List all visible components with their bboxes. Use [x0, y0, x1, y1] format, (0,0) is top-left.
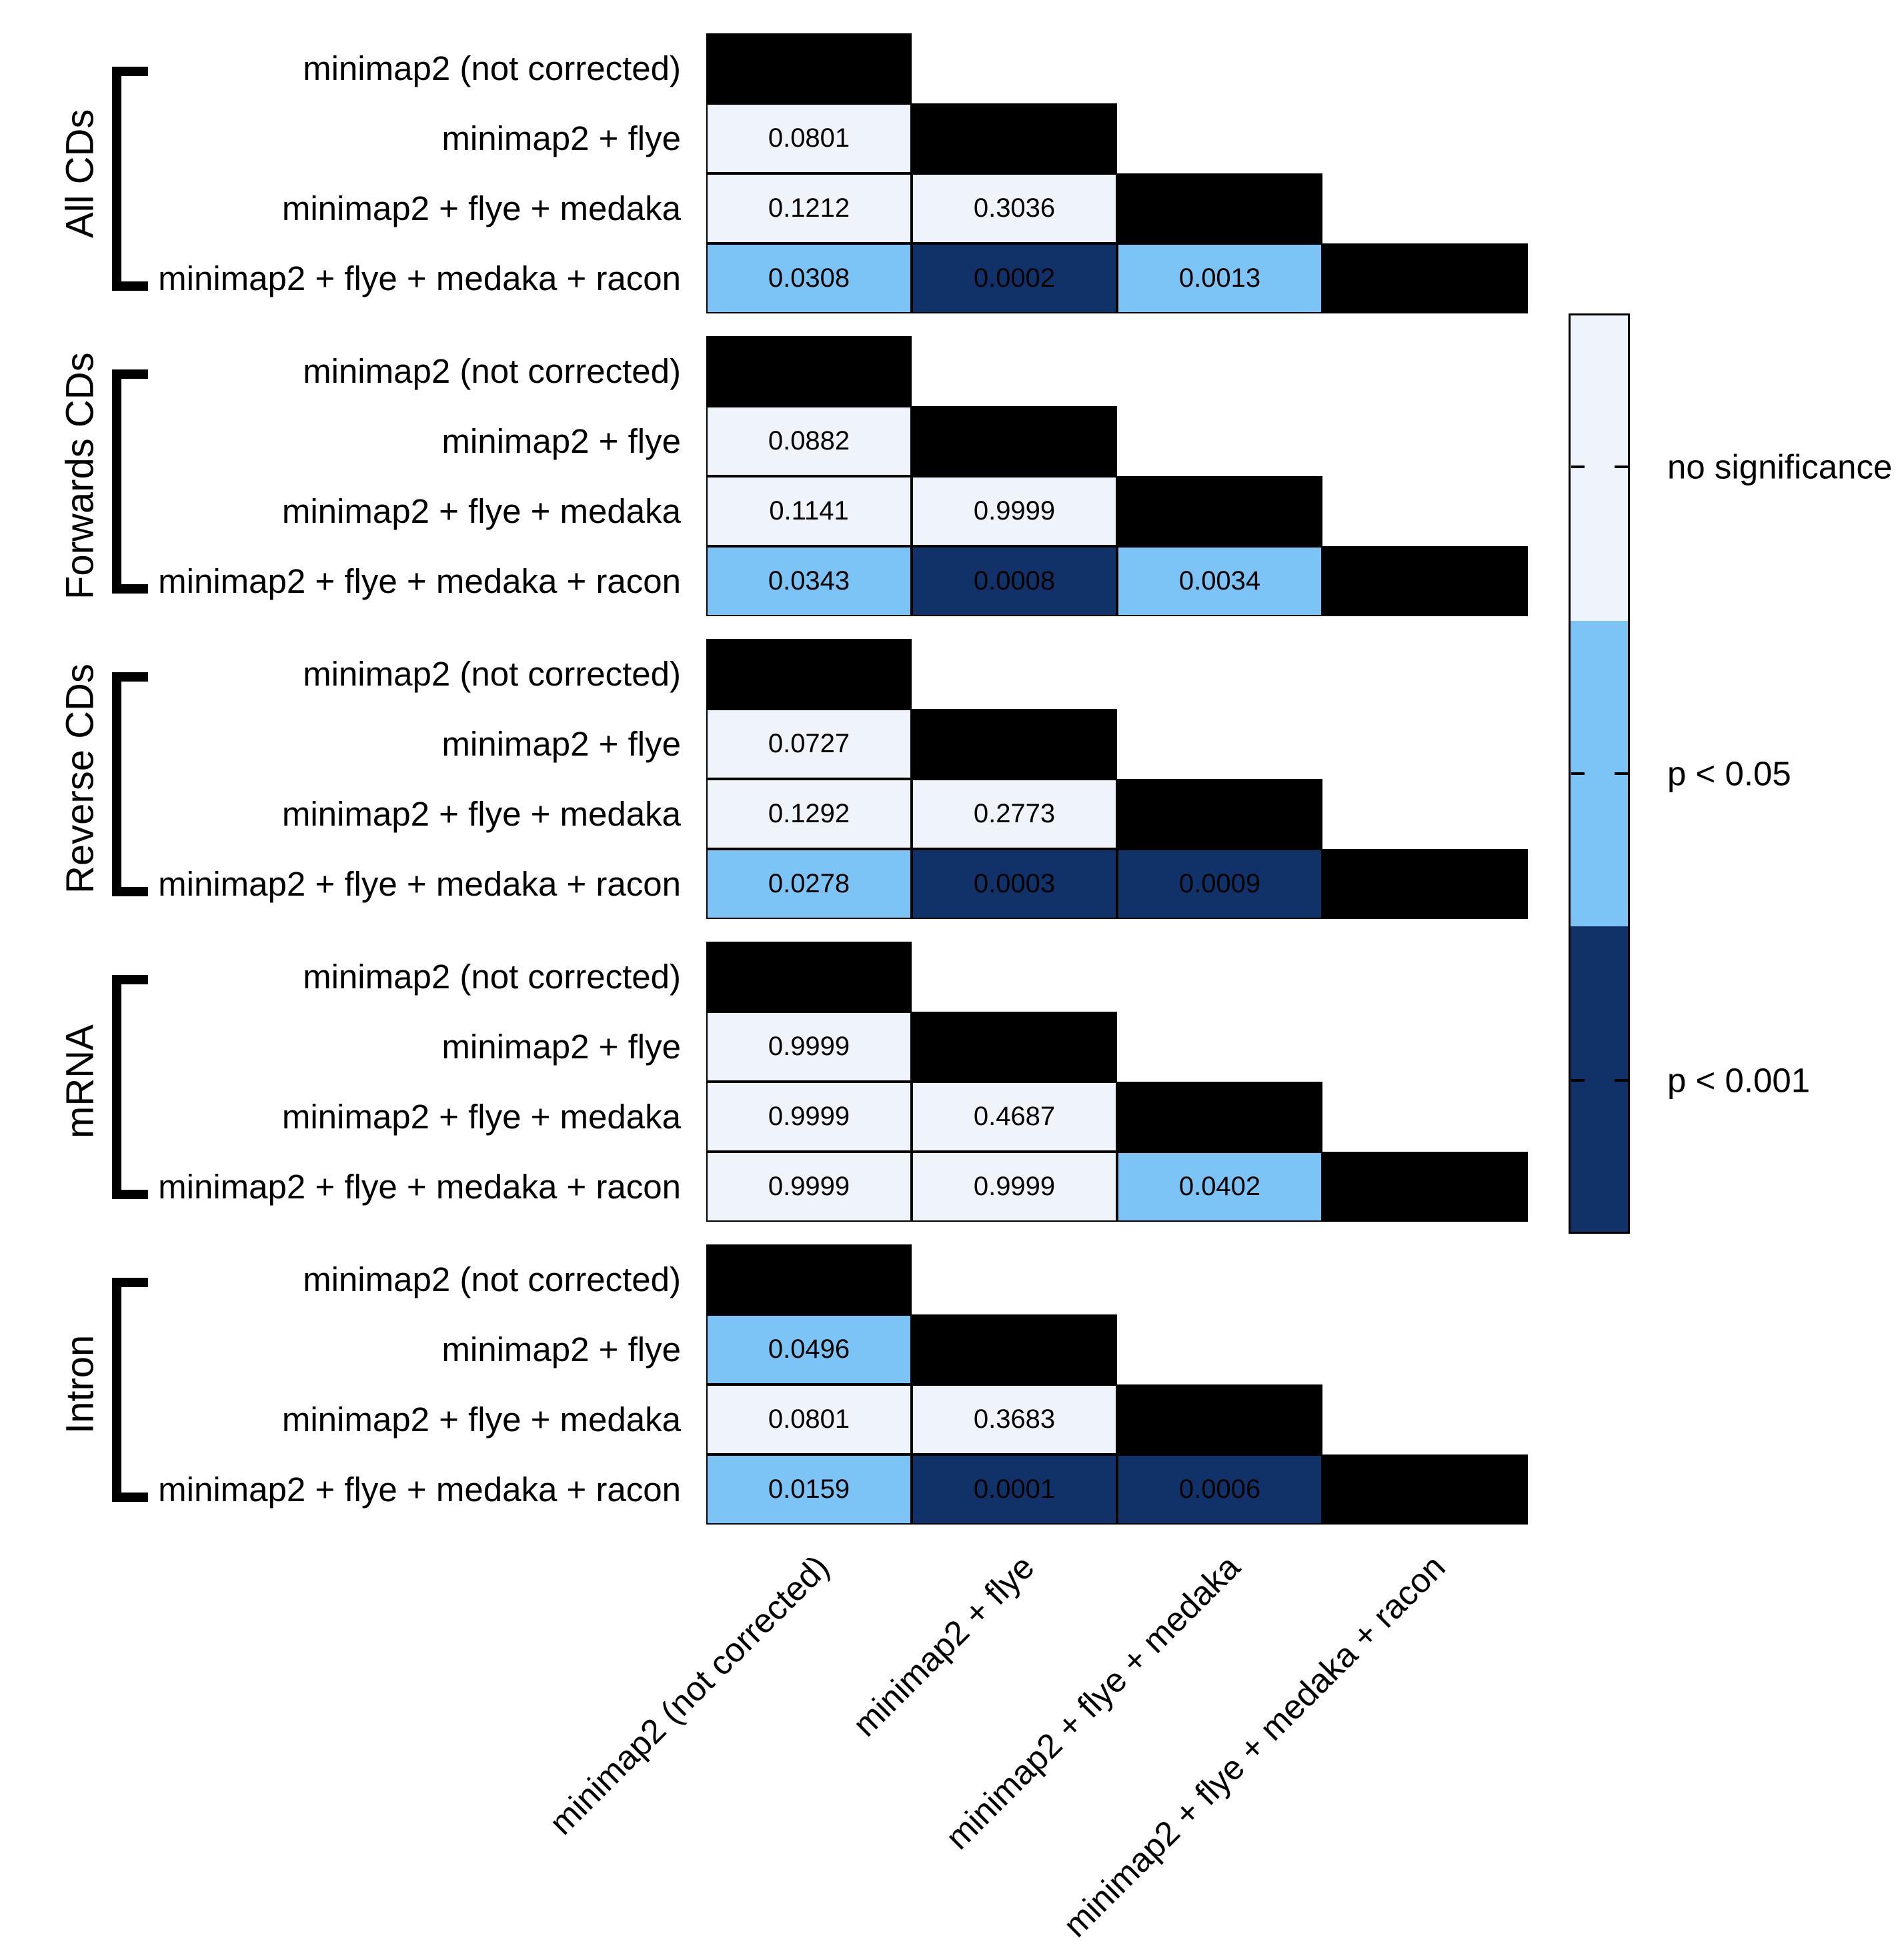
diagonal-cell — [1117, 173, 1322, 243]
group-bracket — [112, 672, 148, 896]
p-value-cell: 0.0003 — [912, 849, 1117, 919]
row-label: minimap2 + flye + medaka + racon — [158, 562, 681, 600]
diagonal-cell — [912, 406, 1117, 476]
diagonal-cell — [1322, 546, 1528, 616]
row-label: minimap2 + flye + medaka + racon — [158, 259, 681, 297]
row-label: minimap2 (not corrected) — [303, 49, 681, 87]
row-label: minimap2 + flye — [441, 422, 681, 460]
diagonal-cell — [912, 1314, 1117, 1384]
row-label: minimap2 + flye + medaka + racon — [158, 865, 681, 903]
group-bracket — [112, 67, 148, 291]
p-value-cell: 0.0013 — [1117, 243, 1322, 313]
x-tick-label: minimap2 (not corrected) — [542, 1547, 837, 1842]
legend-label-p-lt-0.001: p < 0.001 — [1667, 1061, 1811, 1100]
group-bracket — [112, 1278, 148, 1502]
p-value-cell: 0.2773 — [912, 779, 1117, 849]
group-bracket — [112, 975, 148, 1199]
p-value-cell: 0.0727 — [706, 709, 912, 779]
p-value-cell: 0.0159 — [706, 1454, 912, 1525]
p-value-cell: 0.3683 — [912, 1384, 1117, 1454]
p-value-cell: 0.1212 — [706, 173, 912, 243]
x-tick-label: minimap2 + flye + medaka + racon — [1056, 1547, 1453, 1945]
p-value-cell: 0.4687 — [912, 1082, 1117, 1152]
diagonal-cell — [706, 942, 912, 1012]
p-value-cell: 0.3036 — [912, 173, 1117, 243]
diagonal-cell — [1322, 243, 1528, 313]
p-value-cell: 0.0002 — [912, 243, 1117, 313]
group-bracket — [112, 369, 148, 594]
colorbar-segment-no-significance — [1571, 315, 1628, 621]
p-value-cell: 0.9999 — [912, 476, 1117, 546]
row-label: minimap2 + flye + medaka + racon — [158, 1168, 681, 1206]
p-value-cell: 0.0308 — [706, 243, 912, 313]
colorbar-tick — [1615, 772, 1628, 775]
row-label: minimap2 (not corrected) — [303, 352, 681, 390]
diagonal-cell — [706, 1244, 912, 1314]
p-value-cell: 0.1292 — [706, 779, 912, 849]
colorbar-tick — [1615, 1079, 1628, 1082]
row-label: minimap2 + flye + medaka — [281, 795, 681, 833]
p-value-cell: 0.9999 — [706, 1012, 912, 1082]
diagonal-cell — [706, 33, 912, 103]
row-label: minimap2 + flye + medaka + racon — [158, 1471, 681, 1509]
colorbar-tick — [1571, 465, 1585, 468]
diagonal-cell — [912, 709, 1117, 779]
diagonal-cell — [1322, 1152, 1528, 1222]
p-value-cell: 0.9999 — [706, 1152, 912, 1222]
row-label: minimap2 + flye + medaka — [281, 189, 681, 227]
diagonal-cell — [1117, 1082, 1322, 1152]
p-value-cell: 0.0009 — [1117, 849, 1322, 919]
p-value-cell: 0.0496 — [706, 1314, 912, 1384]
diagonal-cell — [912, 1012, 1117, 1082]
row-label: minimap2 (not corrected) — [303, 1260, 681, 1298]
diagonal-cell — [1117, 476, 1322, 546]
p-value-cell: 0.9999 — [706, 1082, 912, 1152]
row-label: minimap2 + flye — [441, 1028, 681, 1066]
row-label: minimap2 (not corrected) — [303, 958, 681, 996]
diagonal-cell — [1322, 849, 1528, 919]
diagonal-cell — [1322, 1454, 1528, 1525]
row-label: minimap2 (not corrected) — [303, 655, 681, 693]
row-label: minimap2 + flye — [441, 119, 681, 157]
row-label: minimap2 + flye + medaka — [281, 492, 681, 530]
p-value-cell: 0.0278 — [706, 849, 912, 919]
colorbar-tick — [1571, 1079, 1585, 1082]
row-label: minimap2 + flye + medaka — [281, 1098, 681, 1136]
diagonal-cell — [1117, 1384, 1322, 1454]
colorbar-tick — [1615, 465, 1628, 468]
diagonal-cell — [706, 336, 912, 406]
p-value-cell: 0.1141 — [706, 476, 912, 546]
x-tick-label: minimap2 + flye — [846, 1547, 1042, 1744]
p-value-cell: 0.0008 — [912, 546, 1117, 616]
p-value-cell: 0.0402 — [1117, 1152, 1322, 1222]
diagonal-cell — [912, 103, 1117, 173]
p-value-cell: 0.0801 — [706, 1384, 912, 1454]
diagonal-cell — [1117, 779, 1322, 849]
row-label: minimap2 + flye — [441, 1330, 681, 1368]
legend-label-no-significance: no significance — [1667, 447, 1893, 486]
legend-label-p-lt-0.05: p < 0.05 — [1667, 754, 1791, 793]
p-value-cell: 0.0034 — [1117, 546, 1322, 616]
p-value-cell: 0.0343 — [706, 546, 912, 616]
p-value-cell: 0.0801 — [706, 103, 912, 173]
p-value-cell: 0.0882 — [706, 406, 912, 476]
p-value-cell: 0.9999 — [912, 1152, 1117, 1222]
row-label: minimap2 + flye — [441, 725, 681, 763]
p-value-cell: 0.0006 — [1117, 1454, 1322, 1525]
colorbar-tick — [1571, 772, 1585, 775]
row-label: minimap2 + flye + medaka — [281, 1400, 681, 1438]
p-value-cell: 0.0001 — [912, 1454, 1117, 1525]
diagonal-cell — [706, 639, 912, 709]
